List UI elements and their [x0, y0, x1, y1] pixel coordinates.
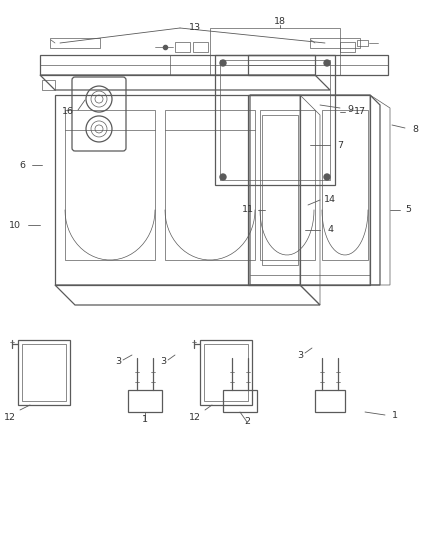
Text: 9: 9	[347, 106, 353, 115]
Text: 3: 3	[115, 358, 121, 367]
Text: 11: 11	[242, 206, 254, 214]
Text: 17: 17	[354, 108, 366, 117]
Text: 16: 16	[62, 108, 74, 117]
Text: 13: 13	[189, 23, 201, 33]
Circle shape	[324, 174, 330, 180]
Text: 18: 18	[274, 18, 286, 27]
Circle shape	[220, 174, 226, 180]
Text: 1: 1	[142, 416, 148, 424]
Text: 1: 1	[392, 410, 398, 419]
Text: 10: 10	[9, 221, 21, 230]
Text: 12: 12	[189, 414, 201, 423]
Text: 5: 5	[405, 206, 411, 214]
Text: 4: 4	[327, 225, 333, 235]
Text: 12: 12	[4, 414, 16, 423]
Text: 14: 14	[324, 196, 336, 205]
Text: 3: 3	[297, 351, 303, 359]
Circle shape	[324, 60, 330, 66]
Circle shape	[220, 60, 226, 66]
Text: 6: 6	[19, 160, 25, 169]
Text: 2: 2	[244, 417, 250, 426]
Text: 7: 7	[337, 141, 343, 149]
Text: 8: 8	[412, 125, 418, 134]
Text: 3: 3	[160, 358, 166, 367]
